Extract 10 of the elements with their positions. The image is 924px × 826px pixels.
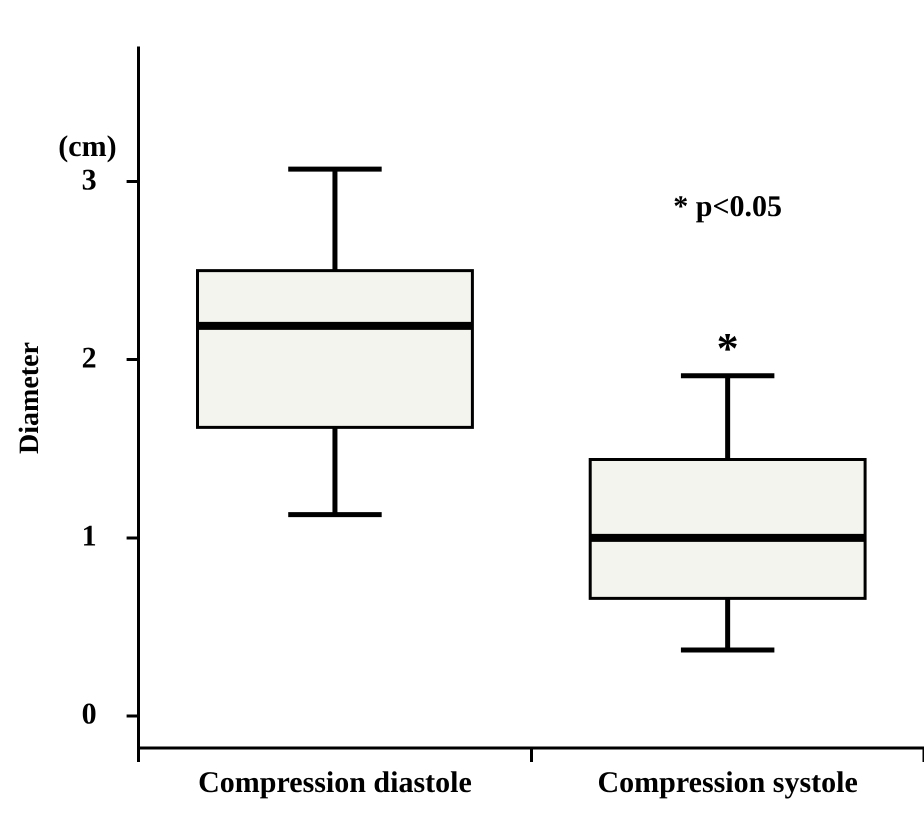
y-tick-label: 2 (82, 341, 97, 374)
y-tick-label: 0 (82, 698, 97, 731)
y-tick-label: 3 (82, 163, 97, 196)
x-tick-label: Compression diastole (198, 766, 472, 799)
annotation: * p<0.05 (673, 190, 782, 223)
x-tick-label: Compression systole (598, 766, 858, 799)
text: (cm) (58, 130, 117, 163)
y-axis-title: Diameter (14, 342, 46, 454)
annotation: * (716, 324, 739, 374)
y-tick-label: 1 (82, 520, 97, 553)
